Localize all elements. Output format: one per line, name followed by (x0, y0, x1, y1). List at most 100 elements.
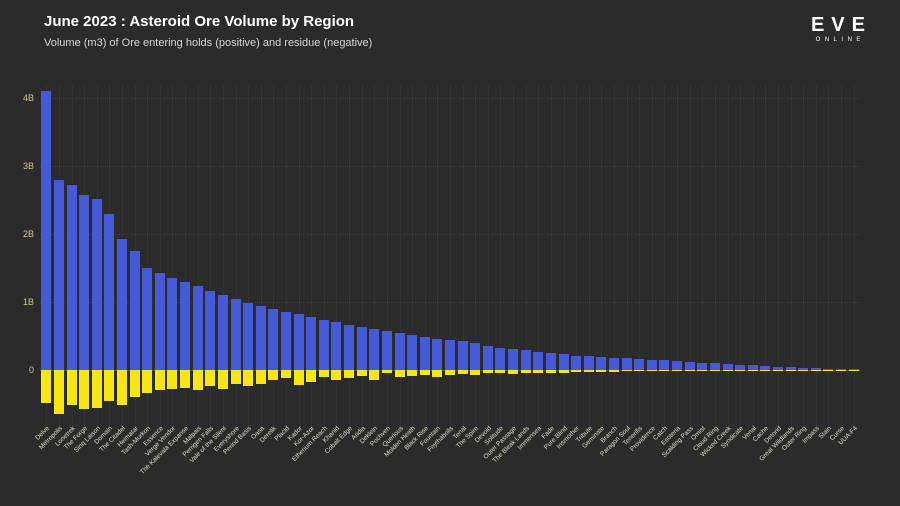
bar-positive (735, 364, 746, 370)
vertical-gridline (248, 85, 250, 430)
bar-negative (344, 370, 355, 379)
bar-positive (558, 354, 569, 370)
bar-negative (356, 370, 367, 377)
bar-positive (722, 363, 733, 370)
bar-negative (167, 370, 178, 390)
vertical-gridline (727, 85, 729, 430)
bar-negative (646, 370, 657, 372)
bar-positive (154, 273, 165, 370)
vertical-gridline (651, 85, 653, 430)
vertical-gridline (399, 85, 401, 430)
bar-positive (255, 306, 266, 370)
bar-negative (621, 370, 632, 372)
bar-negative (205, 370, 216, 387)
vertical-gridline (576, 85, 578, 430)
bar-positive (129, 251, 140, 370)
bar-negative (129, 370, 140, 398)
bar-negative (520, 370, 531, 373)
vertical-gridline (386, 85, 388, 430)
vertical-gridline (664, 85, 666, 430)
bar-positive (684, 361, 695, 370)
bar-positive (66, 185, 77, 370)
bar-positive (41, 91, 52, 370)
y-axis-tick-label: 1B (22, 297, 34, 307)
bar-negative (558, 370, 569, 373)
bar-negative (318, 370, 329, 377)
bar-negative (230, 370, 241, 384)
bar-negative (482, 370, 493, 374)
bar-positive (243, 303, 254, 370)
vertical-gridline (487, 85, 489, 430)
bar-negative (684, 370, 695, 372)
y-axis-tick-label: 0 (28, 365, 34, 375)
bar-positive (167, 277, 178, 370)
bar-positive (697, 362, 708, 370)
bar-positive (760, 365, 771, 370)
bar-positive (356, 327, 367, 370)
bar-positive (785, 367, 796, 370)
vertical-gridline (450, 85, 451, 430)
bar-negative (659, 370, 670, 372)
bar-negative (457, 370, 468, 375)
bar-negative (810, 370, 821, 371)
bar-negative (444, 370, 455, 375)
bar-positive (470, 342, 481, 370)
vertical-gridline (601, 85, 603, 430)
vertical-gridline (778, 85, 779, 430)
bar-negative (709, 370, 720, 371)
bar-positive (520, 350, 531, 370)
vertical-gridline (286, 85, 287, 430)
vertical-gridline (853, 85, 855, 430)
bar-negative (697, 370, 708, 372)
vertical-gridline (197, 85, 199, 430)
vertical-gridline (765, 85, 767, 430)
vertical-gridline (588, 85, 590, 430)
vertical-gridline (235, 85, 237, 430)
bar-negative (306, 370, 317, 383)
bar-negative (470, 370, 481, 376)
bar-positive (810, 367, 821, 370)
bar-positive (709, 363, 720, 370)
bar-positive (634, 359, 645, 370)
bar-negative (432, 370, 443, 377)
bar-positive (823, 368, 834, 370)
bar-positive (772, 366, 783, 370)
bar-negative (823, 370, 834, 371)
bar-positive (798, 367, 809, 370)
bar-positive (306, 316, 317, 370)
bar-negative (154, 370, 165, 391)
bar-negative (772, 370, 783, 371)
bar-negative (268, 370, 279, 380)
bar-positive (747, 365, 758, 370)
chart-subtitle: Volume (m3) of Ore entering holds (posit… (44, 37, 373, 49)
bar-negative (722, 370, 733, 371)
vertical-gridline (790, 85, 792, 430)
bar-negative (596, 370, 607, 373)
vertical-gridline (462, 85, 464, 430)
bar-negative (217, 370, 228, 390)
bar-negative (760, 370, 771, 371)
bar-positive (672, 361, 683, 370)
vertical-gridline (273, 85, 275, 430)
y-axis-tick-label: 2B (22, 229, 34, 239)
vertical-gridline (525, 85, 527, 430)
bar-positive (318, 319, 329, 370)
bar-positive (571, 355, 582, 370)
bar-positive (608, 357, 619, 370)
horizontal-gridline (40, 234, 860, 235)
bar-negative (104, 370, 115, 401)
bar-positive (331, 322, 342, 370)
bar-positive (79, 194, 90, 370)
bar-positive (432, 338, 443, 370)
vertical-gridline (159, 85, 161, 430)
vertical-gridline (677, 85, 679, 430)
bar-negative (419, 370, 430, 376)
vertical-gridline (740, 85, 742, 430)
bar-negative (735, 370, 746, 371)
bar-negative (848, 370, 859, 371)
bar-positive (407, 335, 418, 370)
bar-negative (243, 370, 254, 387)
bar-negative (91, 370, 102, 409)
bar-negative (66, 370, 77, 406)
bar-positive (53, 179, 64, 370)
